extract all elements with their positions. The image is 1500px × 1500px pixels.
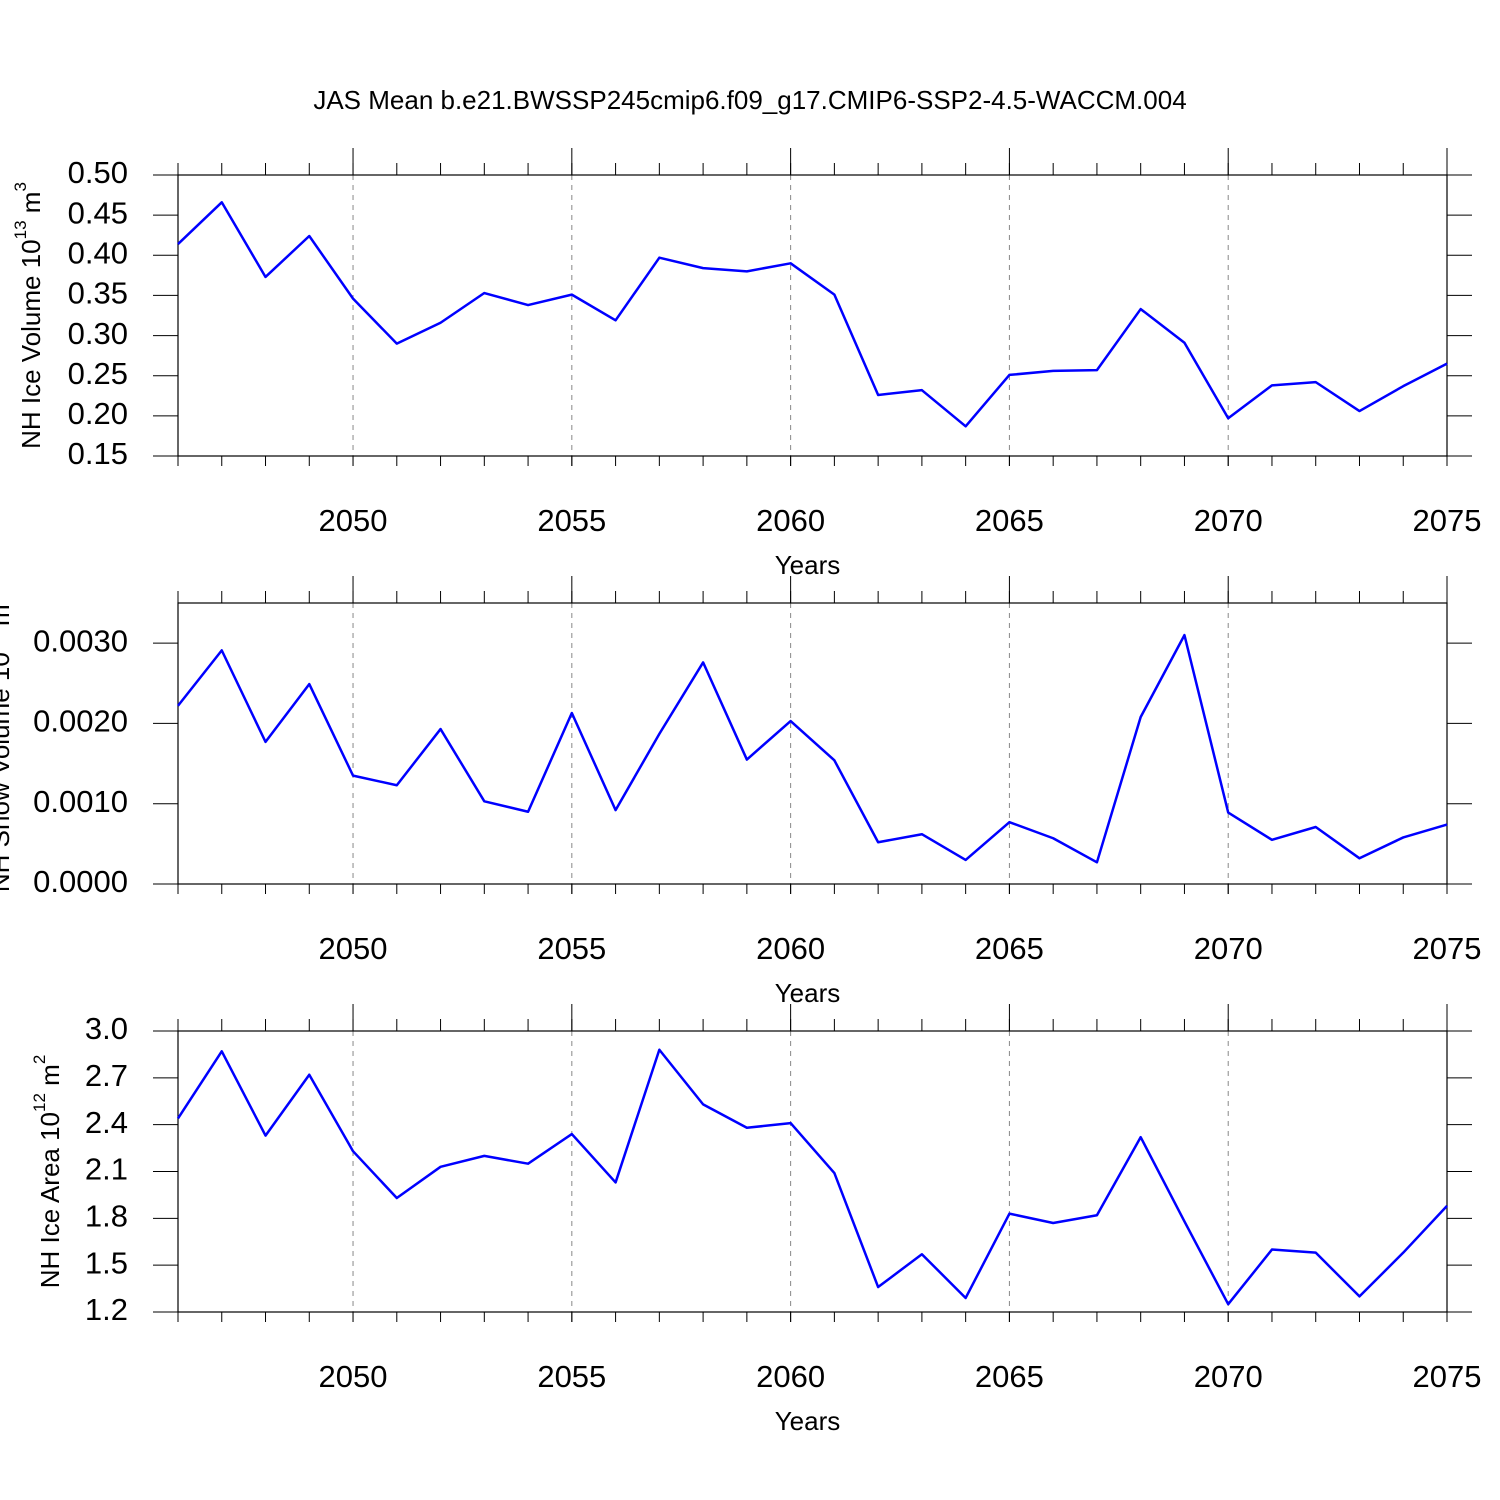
y-tick-label: 0.0000 bbox=[33, 864, 128, 899]
y-axis-label-part: m bbox=[35, 1064, 65, 1093]
y-axis-label-superscript: 3 bbox=[11, 182, 30, 191]
y-axis-label-superscript: 12 bbox=[30, 1093, 49, 1112]
y-axis-label-superscript: 2 bbox=[30, 1055, 49, 1064]
y-axis-label-part: m bbox=[16, 192, 46, 221]
y-tick-label: 0.20 bbox=[68, 396, 128, 431]
x-tick-label: 2060 bbox=[756, 503, 825, 538]
x-tick-label: 2075 bbox=[1413, 931, 1482, 966]
y-tick-label: 1.8 bbox=[85, 1199, 128, 1234]
y-axis-label-part: NH Snow Volume 10 bbox=[0, 652, 15, 892]
x-tick-label: 2065 bbox=[975, 503, 1044, 538]
y-tick-label: 2.7 bbox=[85, 1058, 128, 1093]
y-axis-label: NH Ice Volume 1013 m3 bbox=[11, 182, 45, 449]
y-tick-label: 0.25 bbox=[68, 356, 128, 391]
y-axis-label-superscript: 13 bbox=[11, 220, 30, 239]
x-tick-label: 2050 bbox=[319, 1359, 388, 1394]
x-tick-label: 2050 bbox=[319, 931, 388, 966]
x-tick-label: 2070 bbox=[1194, 931, 1263, 966]
plot-frame bbox=[177, 1030, 1448, 1313]
y-tick-label: 0.40 bbox=[68, 235, 128, 270]
plot-frame bbox=[177, 174, 1448, 457]
x-tick-label: 2055 bbox=[537, 1359, 606, 1394]
figure-title: JAS Mean b.e21.BWSSP245cmip6.f09_g17.CMI… bbox=[313, 85, 1186, 115]
y-tick-label: 0.30 bbox=[68, 316, 128, 351]
y-tick-label: 3.0 bbox=[85, 1011, 128, 1046]
plot-frame bbox=[177, 602, 1448, 885]
x-axis-label: Years bbox=[775, 978, 841, 1008]
y-tick-label: 0.15 bbox=[68, 436, 128, 471]
y-tick-label: 2.1 bbox=[85, 1152, 128, 1187]
data-line bbox=[176, 1048, 1448, 1306]
y-axis-label-part: m bbox=[0, 604, 15, 633]
x-axis-label: Years bbox=[775, 550, 841, 580]
data-line bbox=[177, 201, 1448, 428]
y-tick-label: 0.0010 bbox=[33, 784, 128, 819]
y-axis-label: NH Ice Area 1012 m2 bbox=[30, 1055, 64, 1289]
x-tick-label: 2050 bbox=[319, 503, 388, 538]
x-tick-label: 2055 bbox=[537, 503, 606, 538]
data-line bbox=[177, 633, 1448, 864]
y-axis-label-part: NH Ice Area 10 bbox=[35, 1112, 65, 1288]
y-axis-label-part: NH Ice Volume 10 bbox=[16, 239, 46, 449]
y-tick-label: 1.2 bbox=[85, 1292, 128, 1327]
x-tick-label: 2070 bbox=[1194, 1359, 1263, 1394]
x-axis-label: Years bbox=[775, 1406, 841, 1436]
x-tick-label: 2060 bbox=[756, 931, 825, 966]
x-tick-label: 2065 bbox=[975, 1359, 1044, 1394]
y-tick-label: 0.50 bbox=[68, 155, 128, 190]
y-tick-label: 1.5 bbox=[85, 1245, 128, 1280]
x-tick-label: 2060 bbox=[756, 1359, 825, 1394]
x-tick-label: 2075 bbox=[1413, 1359, 1482, 1394]
x-tick-label: 2070 bbox=[1194, 503, 1263, 538]
y-tick-label: 0.45 bbox=[68, 195, 128, 230]
y-tick-label: 0.0030 bbox=[33, 623, 128, 658]
y-tick-label: 0.0020 bbox=[33, 704, 128, 739]
y-tick-label: 2.4 bbox=[85, 1105, 128, 1140]
x-tick-label: 2075 bbox=[1413, 503, 1482, 538]
y-tick-label: 0.35 bbox=[68, 276, 128, 311]
x-tick-label: 2055 bbox=[537, 931, 606, 966]
y-axis-label: NH Snow Volume 1013 m3 bbox=[0, 595, 15, 892]
x-tick-label: 2065 bbox=[975, 931, 1044, 966]
